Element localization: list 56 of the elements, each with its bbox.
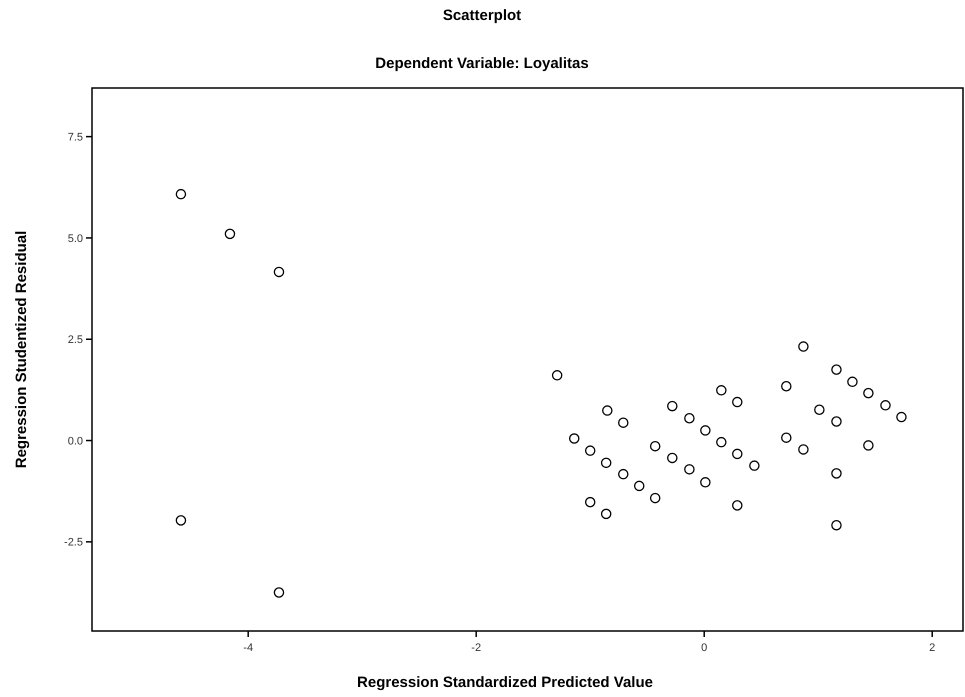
point [880, 400, 891, 411]
point [798, 341, 809, 352]
point [847, 376, 858, 388]
point [650, 440, 660, 452]
y-tick-label: -2.5 [64, 536, 83, 549]
point [716, 436, 727, 448]
x-tick-label: 0 [701, 642, 708, 654]
y-axis-title: Regression Studentized Residual [13, 230, 30, 468]
point [224, 228, 236, 240]
point [831, 416, 842, 427]
point [584, 496, 596, 508]
point [684, 413, 695, 424]
point [798, 444, 809, 455]
point [584, 445, 596, 456]
point [814, 404, 825, 415]
y-tick-label: 5.0 [68, 232, 83, 245]
point [634, 480, 644, 492]
x-axis-title: Regression Standardized Predicted Value [357, 674, 653, 691]
x-tick-label: -4 [243, 642, 254, 654]
point [863, 388, 874, 398]
y-tick-label: 0.0 [68, 435, 83, 448]
point [602, 405, 613, 416]
point [618, 468, 629, 480]
point [600, 458, 612, 468]
point [618, 417, 629, 428]
point [176, 188, 186, 200]
point [600, 508, 612, 520]
point [863, 440, 874, 451]
point [568, 433, 580, 444]
point [831, 364, 842, 375]
point [700, 425, 711, 436]
point [831, 520, 842, 530]
point [781, 432, 792, 443]
point [176, 515, 186, 526]
point [781, 381, 792, 392]
point [700, 477, 711, 488]
x-tick-label: 2 [929, 642, 936, 654]
point [732, 396, 743, 408]
chart-subtitle: Dependent Variable: Loyalitas [375, 55, 589, 72]
point [831, 468, 842, 479]
point [896, 412, 907, 422]
point [274, 587, 284, 598]
point [684, 464, 695, 475]
point [667, 400, 678, 412]
y-tick-label: 7.5 [68, 131, 83, 144]
point [749, 460, 760, 471]
x-tick-label: -2 [471, 642, 482, 654]
chart-title: Scatterplot [442, 7, 522, 24]
point [732, 500, 743, 511]
point [732, 448, 743, 460]
point [667, 452, 678, 464]
y-tick-label: 2.5 [68, 334, 83, 346]
point [552, 370, 562, 381]
point [274, 266, 284, 278]
point [716, 385, 727, 396]
point [650, 492, 660, 504]
